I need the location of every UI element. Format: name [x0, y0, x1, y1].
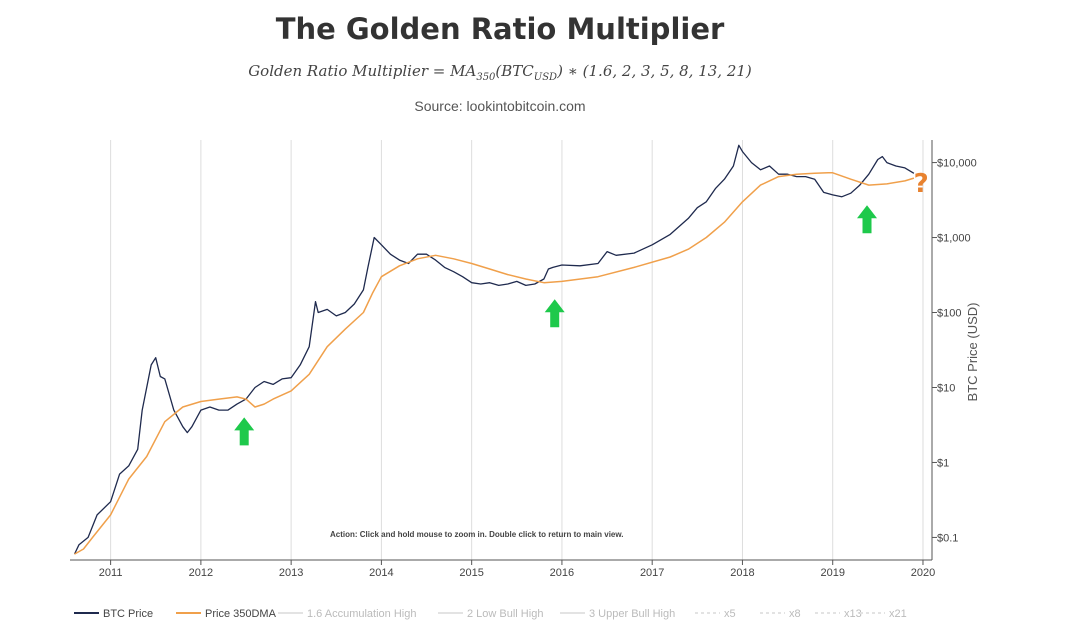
chart-title: The Golden Ratio Multiplier [275, 12, 725, 46]
action-text: Action: Click and hold mouse to zoom in.… [330, 530, 624, 539]
x-tick-label: 2015 [459, 567, 483, 579]
legend-item[interactable]: 1.6 Accumulation High [278, 608, 416, 620]
x-tick-label: 2011 [99, 567, 123, 579]
legend-label: x13 [844, 608, 862, 620]
formula-ma-sub: 350 [476, 72, 496, 83]
up-arrow-icon [544, 299, 565, 328]
x-tick-label: 2019 [820, 567, 844, 579]
up-arrow-icon [857, 205, 878, 234]
formula-eq: = [428, 62, 451, 80]
legend-item[interactable]: 2 Low Bull High [438, 608, 543, 620]
legend-label: 2 Low Bull High [467, 608, 543, 620]
legend-label: x21 [889, 608, 907, 620]
legend-item[interactable]: Price 350DMA [176, 608, 277, 620]
x-tick-label: 2016 [550, 567, 574, 579]
annotations: ? [234, 169, 929, 446]
legend-label: Price 350DMA [205, 608, 277, 620]
legend-label: x5 [724, 608, 736, 620]
legend-item[interactable]: x21 [860, 608, 907, 620]
price-350dma-line [74, 172, 915, 555]
legend-item[interactable]: x13 [815, 608, 862, 620]
x-tick-label: 2013 [279, 567, 303, 579]
y-tick-label: $1,000 [937, 233, 971, 245]
formula-tail: ) ∗ (1.6, 2, 3, 5, 8, 13, 21) [557, 62, 752, 80]
y-tick-label: $10 [937, 382, 955, 394]
formula-ma: MA [450, 62, 477, 80]
formula-arg-sub: USD [533, 72, 558, 83]
y-axis-label: BTC Price (USD) [965, 303, 980, 402]
y-tick-label: $0.1 [937, 532, 958, 544]
legend-label: BTC Price [103, 608, 153, 620]
y-tick-label: $10,000 [937, 158, 977, 170]
btc-price-line [73, 144, 915, 555]
legend-label: x8 [789, 608, 801, 620]
legend-item[interactable]: BTC Price [74, 608, 153, 620]
grid [110, 140, 924, 560]
legend-label: 3 Upper Bull High [589, 608, 675, 620]
legend-item[interactable]: 3 Upper Bull High [560, 608, 675, 620]
formula-lhs: Golden Ratio Multiplier [248, 62, 429, 80]
formula: Golden Ratio Multiplier = MA350(BTCUSD) … [0, 62, 1000, 83]
y-tick-label: $1 [937, 457, 949, 469]
source-text: Source: lookintobitcoin.com [414, 98, 586, 114]
question-mark: ? [914, 169, 929, 199]
legend-item[interactable]: x5 [695, 608, 736, 620]
series-group [73, 144, 915, 555]
axes: 2011 2012 2013 2014 2015 2016 2017 2018 2019 2020… [70, 140, 977, 579]
legend-item[interactable]: x8 [760, 608, 801, 620]
legend-label: 1.6 Accumulation High [307, 608, 416, 620]
x-tick-label: 2020 [911, 567, 935, 579]
legend[interactable]: BTC Price Price 350DMA 1.6 Accumulation Hi… [74, 608, 907, 620]
x-tick-label: 2017 [640, 567, 664, 579]
up-arrow-icon [234, 417, 255, 446]
x-tick-label: 2012 [189, 567, 213, 579]
y-tick-label: $100 [937, 308, 961, 320]
x-tick-label: 2014 [369, 567, 393, 579]
x-tick-label: 2018 [730, 567, 754, 579]
formula-arg: (BTC [495, 62, 534, 80]
